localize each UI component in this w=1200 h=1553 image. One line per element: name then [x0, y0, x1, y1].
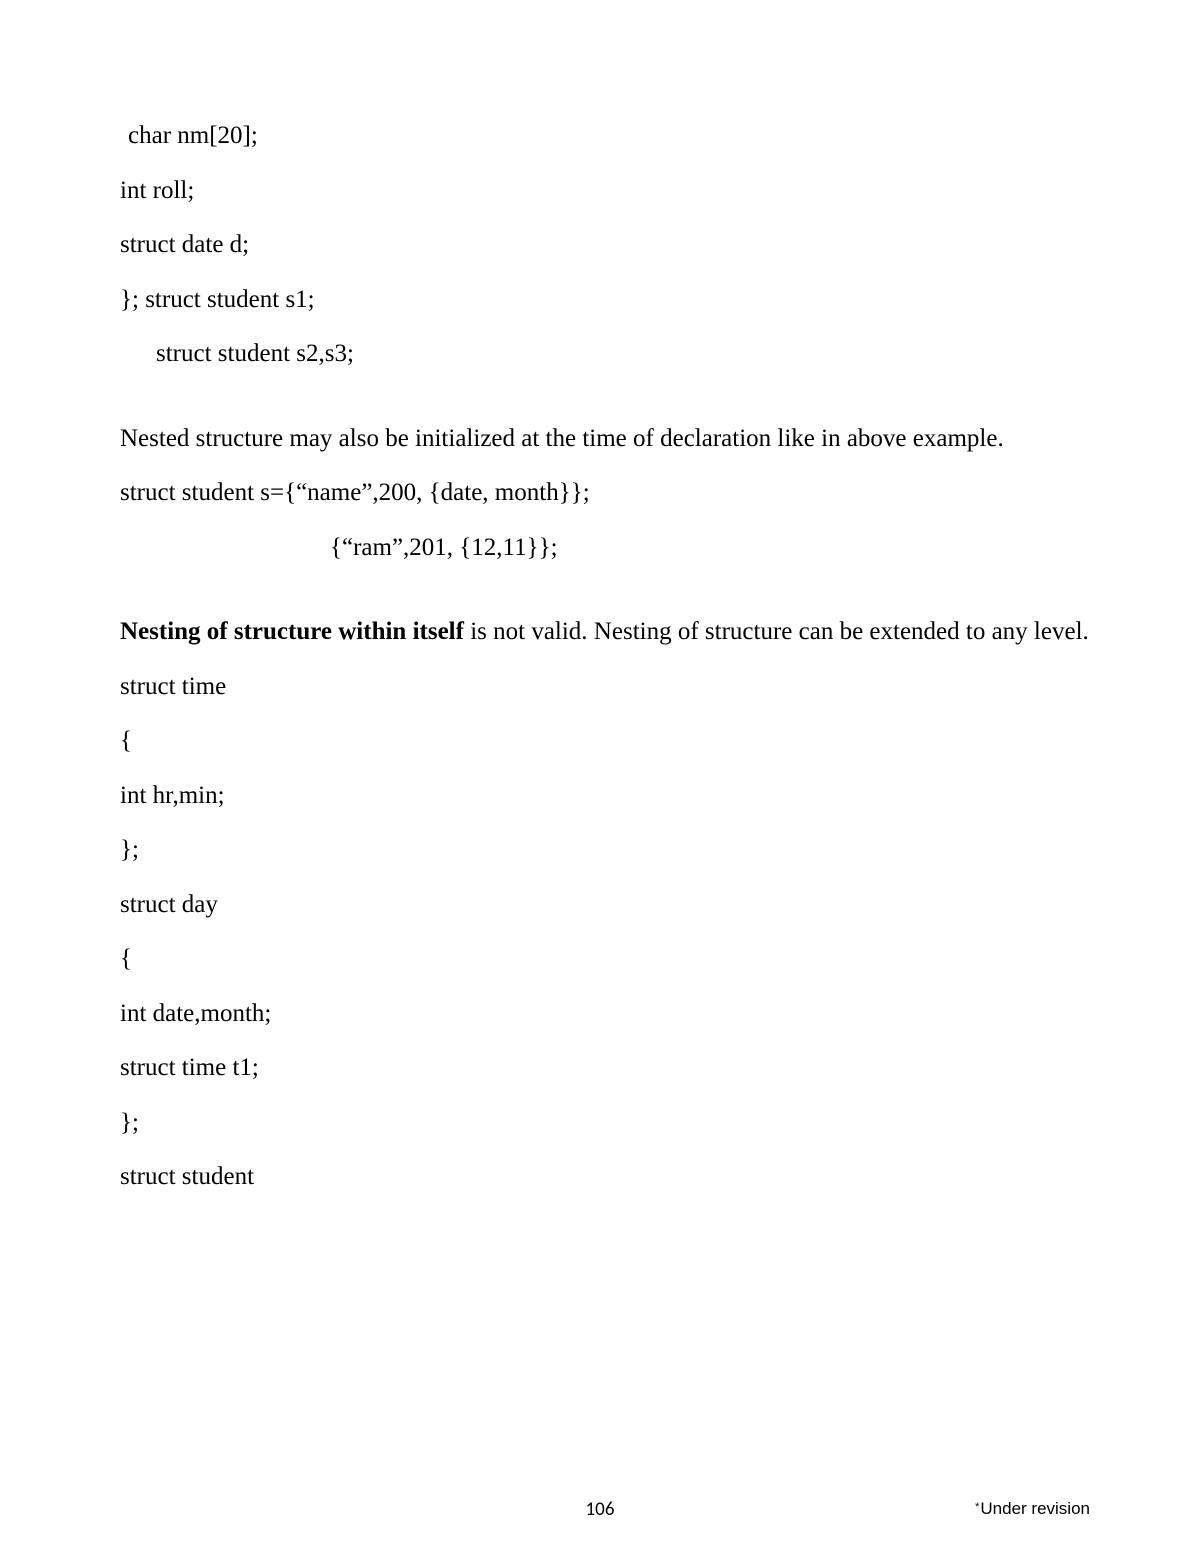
page-number: 106	[586, 1498, 615, 1523]
code-line: {	[120, 943, 1090, 976]
code-line: }; struct student s1;	[120, 284, 1090, 317]
spacer	[120, 393, 1090, 423]
paragraph-text: Nesting of structure within itself is no…	[120, 616, 1090, 649]
code-line: char nm[20];	[120, 120, 1090, 153]
code-line: };	[120, 1107, 1090, 1140]
spacer	[120, 586, 1090, 616]
paragraph-text: Nested structure may also be initialized…	[120, 423, 1090, 456]
code-line: struct student s={“name”,200, {date, mon…	[120, 477, 1090, 510]
code-line: int roll;	[120, 175, 1090, 208]
code-line: struct date d;	[120, 229, 1090, 262]
code-line: {	[120, 725, 1090, 758]
code-line: struct time t1;	[120, 1052, 1090, 1085]
code-line: int hr,min;	[120, 780, 1090, 813]
document-page: char nm[20]; int roll; struct date d; };…	[0, 0, 1200, 1553]
code-line: {“ram”,201, {12,11}};	[120, 532, 1090, 565]
code-line: struct day	[120, 889, 1090, 922]
code-line: };	[120, 834, 1090, 867]
revision-note: *Under revision	[975, 1498, 1090, 1520]
revision-text: Under revision	[980, 1499, 1090, 1518]
body-text: is not valid. Nesting of structure can b…	[464, 618, 1089, 645]
asterisk-icon: *	[975, 1501, 979, 1513]
code-line: int date,month;	[120, 998, 1090, 1031]
bold-text: Nesting of structure within itself	[120, 618, 464, 645]
code-line: struct student s2,s3;	[120, 338, 1090, 371]
code-line: struct time	[120, 671, 1090, 704]
code-line: struct student	[120, 1161, 1090, 1194]
